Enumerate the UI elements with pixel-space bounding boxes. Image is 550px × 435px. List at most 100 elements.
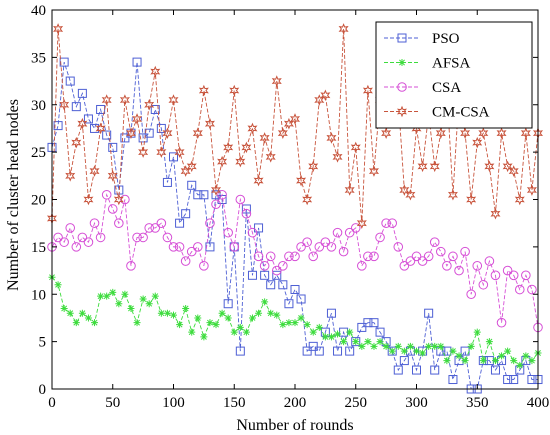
data-point xyxy=(502,160,513,173)
data-point xyxy=(144,128,154,138)
data-point xyxy=(241,208,252,219)
data-point xyxy=(504,347,512,355)
data-point xyxy=(138,133,148,143)
y-tick-label: 40 xyxy=(31,3,46,19)
data-point xyxy=(194,314,202,322)
data-point xyxy=(267,309,275,317)
data-point xyxy=(522,352,530,360)
data-point xyxy=(302,237,312,247)
data-point xyxy=(255,309,263,317)
data-point xyxy=(60,304,68,312)
data-point xyxy=(260,270,270,280)
data-point xyxy=(413,347,420,355)
data-point xyxy=(484,160,495,173)
data-point xyxy=(59,57,69,67)
data-point xyxy=(332,227,343,238)
data-point xyxy=(95,122,106,135)
data-point xyxy=(279,321,287,329)
data-point xyxy=(132,232,142,243)
data-point xyxy=(54,281,62,289)
data-point xyxy=(198,84,209,97)
data-point xyxy=(460,246,470,257)
data-point xyxy=(368,165,379,177)
data-point xyxy=(357,322,367,332)
data-point xyxy=(53,23,64,35)
data-point xyxy=(72,319,80,327)
data-point xyxy=(400,347,408,355)
data-point xyxy=(437,342,445,350)
legend-item-afsa: AFSA xyxy=(384,56,471,72)
data-point xyxy=(387,218,398,228)
data-point xyxy=(528,357,536,365)
data-point xyxy=(509,375,519,385)
data-point xyxy=(388,347,396,355)
data-point xyxy=(412,365,421,375)
data-point xyxy=(103,292,111,300)
data-point xyxy=(218,309,226,317)
data-point xyxy=(265,151,276,163)
data-point xyxy=(406,342,414,350)
data-point xyxy=(442,261,452,271)
data-point xyxy=(101,94,112,106)
data-point xyxy=(211,190,221,200)
data-point xyxy=(521,270,531,281)
data-point xyxy=(211,199,221,210)
data-point xyxy=(508,270,519,281)
data-point xyxy=(302,193,313,206)
data-point xyxy=(308,160,319,173)
data-point xyxy=(277,127,288,139)
data-point xyxy=(151,292,159,300)
data-point xyxy=(248,314,256,322)
data-point xyxy=(448,251,458,262)
data-point xyxy=(174,146,185,158)
data-point xyxy=(527,284,537,295)
y-tick-label: 30 xyxy=(31,98,46,114)
data-point xyxy=(350,141,361,154)
x-tick-label: 50 xyxy=(105,395,120,411)
x-tick-label: 400 xyxy=(527,395,550,411)
data-point xyxy=(352,338,360,346)
data-point xyxy=(473,328,481,336)
legend-label: CM-CSA xyxy=(432,105,490,121)
data-point xyxy=(77,232,88,243)
data-point xyxy=(261,298,269,306)
data-point xyxy=(333,346,343,356)
data-point xyxy=(340,338,348,346)
data-point xyxy=(291,319,299,327)
data-point xyxy=(138,146,149,158)
data-point xyxy=(156,218,167,228)
data-point xyxy=(59,98,70,111)
data-point xyxy=(345,346,355,356)
data-point xyxy=(527,375,537,385)
y-tick-label: 25 xyxy=(31,145,46,161)
x-tick-label: 0 xyxy=(48,395,56,411)
data-point xyxy=(229,84,240,97)
data-point xyxy=(126,261,136,271)
series-cm-csa xyxy=(46,23,544,229)
data-point xyxy=(309,328,317,336)
data-point xyxy=(510,357,518,365)
y-tick-label: 20 xyxy=(31,193,46,209)
legend: PSO AFSA CSA CM-CSA xyxy=(375,21,533,129)
data-point xyxy=(212,321,220,329)
data-point xyxy=(89,218,100,228)
data-point xyxy=(253,251,264,262)
data-point xyxy=(399,261,410,271)
data-point xyxy=(265,251,276,262)
data-point xyxy=(443,357,451,365)
data-point xyxy=(423,251,434,262)
data-point xyxy=(508,165,519,177)
legend-marker xyxy=(396,105,408,118)
data-point xyxy=(145,300,153,308)
data-point xyxy=(127,304,135,312)
data-point xyxy=(139,295,147,303)
legend-marker xyxy=(397,82,407,92)
data-point xyxy=(315,323,323,331)
data-point xyxy=(132,57,142,67)
data-point xyxy=(393,365,403,375)
data-point xyxy=(382,342,390,350)
data-point xyxy=(89,165,100,177)
data-point xyxy=(65,223,76,233)
data-point xyxy=(284,299,294,309)
y-tick-label: 10 xyxy=(31,287,46,303)
